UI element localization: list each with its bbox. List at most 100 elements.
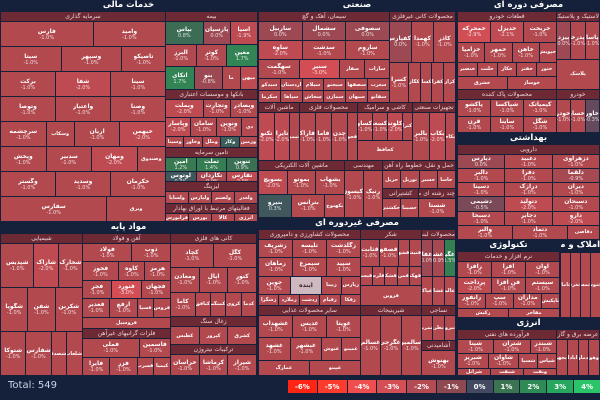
stock-tile[interactable]: ساوه -2.0% bbox=[259, 41, 302, 59]
stock-tile[interactable]: رانفور -1.0% bbox=[458, 293, 486, 309]
stock-tile[interactable]: وبرق bbox=[107, 197, 165, 221]
stock-tile[interactable]: حسینا bbox=[401, 199, 418, 217]
stock-tile[interactable]: تکنو -2.0% bbox=[259, 113, 274, 160]
stock-tile[interactable]: پاکشو -1.0% bbox=[458, 100, 490, 116]
stock-tile[interactable]: توریل bbox=[401, 171, 419, 188]
stock-tile[interactable]: وبملت -2.0% bbox=[166, 100, 203, 118]
stock-tile[interactable]: تپمپی bbox=[290, 113, 299, 160]
stock-tile[interactable]: خریخت -1.0% bbox=[524, 22, 556, 42]
stock-tile[interactable]: خنصیر bbox=[458, 63, 477, 76]
stock-tile[interactable]: ونفت bbox=[524, 368, 556, 375]
stock-tile[interactable]: کنور -1.0% bbox=[228, 268, 256, 292]
stock-tile[interactable]: کاذر -1.0% bbox=[434, 22, 455, 62]
stock-tile[interactable]: تاصیکو -1.0% bbox=[122, 47, 165, 71]
stock-tile[interactable]: خکرمان -1.0% bbox=[111, 172, 165, 196]
stock-tile[interactable]: سینا -1.0% bbox=[111, 72, 165, 96]
stock-tile[interactable]: واعتبار -1.0% bbox=[56, 97, 110, 121]
stock-tile[interactable]: کگاز bbox=[408, 62, 420, 102]
stock-tile[interactable]: البرز -1.0% bbox=[166, 44, 196, 67]
stock-tile[interactable]: فسپا bbox=[137, 299, 154, 317]
stock-tile[interactable]: کساوه-1.0% bbox=[358, 113, 373, 140]
stock-tile[interactable]: بنو -0.8% bbox=[194, 67, 223, 89]
stock-tile[interactable]: قصفها-1.0% bbox=[379, 240, 398, 266]
stock-tile[interactable]: کشرق bbox=[228, 327, 256, 344]
stock-tile[interactable]: وخاور bbox=[184, 136, 202, 147]
stock-tile[interactable]: خزامیا -1.0% bbox=[458, 42, 485, 62]
stock-tile[interactable]: بسویچ -2.0% bbox=[259, 171, 287, 194]
stock-tile[interactable]: حریل bbox=[383, 171, 401, 188]
stock-tile[interactable]: دماوند bbox=[578, 340, 589, 375]
stock-tile[interactable]: کیمیا bbox=[154, 357, 170, 375]
stock-tile[interactable]: آینده bbox=[290, 276, 322, 294]
stock-tile[interactable]: دیران -1.0% bbox=[552, 183, 599, 197]
stock-tile[interactable]: قنیشا bbox=[410, 240, 421, 266]
stock-tile[interactable]: تکاردان-0.9% bbox=[196, 172, 227, 181]
stock-tile[interactable]: ولصنم bbox=[212, 192, 234, 203]
stock-tile[interactable]: دقاضی bbox=[567, 225, 599, 239]
stock-tile[interactable]: سفانو bbox=[368, 91, 389, 102]
stock-tile[interactable]: فارس -1.0% bbox=[1, 22, 93, 46]
stock-tile[interactable]: فاسمین -1.0% bbox=[139, 339, 170, 357]
stock-tile[interactable]: وپاسار -2.0% bbox=[166, 118, 191, 136]
stock-tile[interactable]: وتجارت -1.0% bbox=[203, 100, 230, 118]
stock-tile[interactable]: پاسا -1.0% bbox=[585, 22, 599, 59]
stock-tile[interactable]: کلوند -2.0% bbox=[388, 113, 403, 140]
stock-tile[interactable]: غسالم -1.0% bbox=[361, 316, 381, 375]
stock-tile[interactable]: کچاد -1.0% bbox=[171, 244, 213, 268]
stock-tile[interactable]: سپاها bbox=[280, 91, 302, 102]
stock-tile[interactable]: رافزا -1.0% bbox=[458, 262, 491, 277]
stock-tile[interactable]: خساپا-1.0% bbox=[571, 100, 585, 132]
stock-tile[interactable]: رنیک -1.0% bbox=[364, 171, 382, 217]
stock-tile[interactable]: زگلدشت -1.0% bbox=[327, 240, 360, 258]
stock-tile[interactable]: ثمسکن bbox=[581, 253, 590, 317]
stock-tile[interactable]: لوتوس0.3% bbox=[166, 172, 196, 181]
stock-tile[interactable]: زشریف -1.0% bbox=[259, 240, 292, 258]
stock-tile[interactable]: قرن -1.0% bbox=[458, 116, 490, 132]
stock-tile[interactable]: دشیمی -0.5% bbox=[458, 197, 505, 211]
stock-tile[interactable]: زملارد bbox=[279, 294, 299, 305]
stock-tile[interactable]: سفار bbox=[340, 60, 365, 78]
stock-tile[interactable]: پیزد 0.0% bbox=[557, 22, 571, 59]
stock-tile[interactable]: زقیام bbox=[320, 294, 340, 305]
stock-tile[interactable]: ذوب -1.0% bbox=[132, 244, 170, 262]
stock-tile[interactable]: شگویا -1.0% bbox=[1, 288, 28, 331]
stock-tile[interactable]: بهنوش -1.0% bbox=[422, 351, 455, 375]
stock-tile[interactable]: خوساز bbox=[507, 76, 556, 89]
stock-tile[interactable]: کرماشا -1.0% bbox=[199, 355, 228, 375]
stock-tile[interactable]: خمهر -1.0% bbox=[485, 42, 512, 62]
stock-tile[interactable]: سبهان bbox=[346, 91, 368, 102]
stock-tile[interactable]: هرمز -1.0% bbox=[144, 262, 170, 280]
stock-tile[interactable]: تلیسه -1.0% bbox=[293, 240, 326, 258]
stock-tile[interactable]: کالا bbox=[212, 214, 234, 221]
stock-tile[interactable]: شفارس -1.0% bbox=[26, 332, 51, 375]
stock-tile[interactable]: دزهراوی -1.0% bbox=[552, 155, 599, 169]
stock-tile[interactable]: کرازی bbox=[444, 62, 455, 102]
stock-tile[interactable]: فروس bbox=[154, 299, 170, 317]
stock-tile[interactable]: مداران -1.0% bbox=[514, 293, 542, 309]
stock-tile[interactable]: دسبحان -1.0% bbox=[552, 197, 599, 211]
stock-tile[interactable]: وتوصا -1.0% bbox=[1, 97, 55, 121]
stock-tile[interactable]: ساربیل 0.0% bbox=[259, 22, 302, 40]
stock-tile[interactable]: حسیر bbox=[419, 171, 437, 188]
stock-tile[interactable]: دی bbox=[242, 118, 257, 136]
stock-tile[interactable]: معین 1.7% bbox=[227, 44, 257, 67]
stock-tile[interactable]: دتماد -1.0% bbox=[512, 225, 567, 239]
stock-tile[interactable]: زپارس bbox=[341, 276, 360, 294]
stock-tile[interactable]: آبادا bbox=[567, 340, 578, 375]
stock-tile[interactable]: پرداخت -2.0% bbox=[458, 277, 491, 293]
stock-tile[interactable]: قلرست bbox=[373, 266, 385, 286]
stock-tile[interactable]: قزوین bbox=[361, 286, 421, 305]
stock-tile[interactable]: وپخش -1.0% bbox=[1, 147, 46, 171]
stock-tile[interactable]: بکاب -2.0% bbox=[429, 113, 445, 160]
stock-tile[interactable]: کیمیاتک -1.0% bbox=[524, 100, 556, 116]
stock-tile[interactable]: سفارس -1.0% bbox=[1, 197, 107, 221]
stock-tile[interactable]: کپرور bbox=[199, 327, 228, 344]
stock-tile[interactable]: کمنگنز bbox=[210, 292, 226, 316]
stock-tile[interactable]: شتران -1.0% bbox=[494, 340, 530, 354]
stock-tile[interactable]: شیراز -1.0% bbox=[228, 355, 256, 375]
stock-tile[interactable]: خپویش bbox=[539, 42, 556, 62]
stock-tile[interactable]: سشمال 0.0% bbox=[302, 22, 346, 40]
stock-tile[interactable]: سنیر -3.0% bbox=[299, 60, 340, 78]
stock-tile[interactable]: وصندوق bbox=[137, 147, 165, 171]
stock-tile[interactable]: شبریز -1.0% bbox=[458, 354, 488, 368]
